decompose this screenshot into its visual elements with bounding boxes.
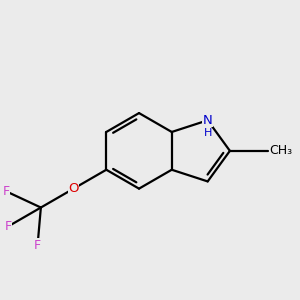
Text: F: F xyxy=(3,185,10,198)
Text: N: N xyxy=(203,114,213,127)
Text: F: F xyxy=(4,220,12,233)
Text: F: F xyxy=(34,239,41,252)
Text: H: H xyxy=(204,128,212,138)
Text: CH₃: CH₃ xyxy=(269,144,292,158)
Text: O: O xyxy=(68,182,79,195)
